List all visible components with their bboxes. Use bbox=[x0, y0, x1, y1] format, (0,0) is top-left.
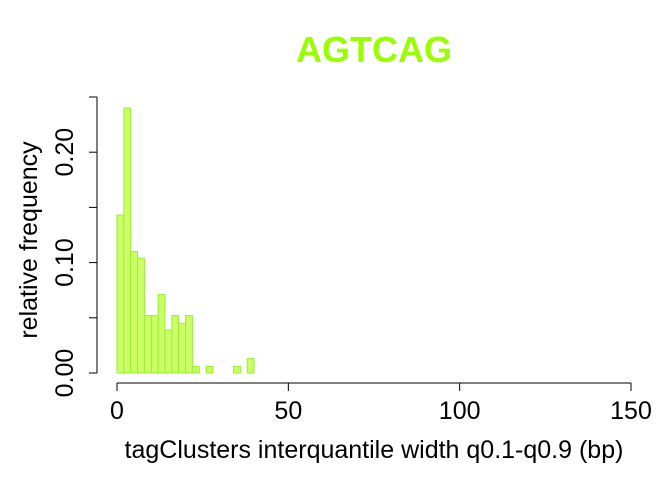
x-tick-label-2: 100 bbox=[439, 397, 481, 425]
x-tick-label-3: 150 bbox=[610, 397, 652, 425]
x-axis: 0 50 100 150 bbox=[110, 382, 652, 425]
histogram-bar-8 bbox=[171, 315, 180, 374]
histogram-bar-9 bbox=[178, 322, 187, 374]
histogram-bar-17 bbox=[233, 365, 241, 374]
histogram-bars bbox=[116, 107, 255, 374]
y-axis-label: relative frequency bbox=[15, 141, 43, 339]
y-tick-label-0: 0.00 bbox=[51, 349, 79, 398]
histogram-bar-3 bbox=[137, 257, 145, 374]
histogram-bar-6 bbox=[157, 294, 166, 374]
histogram-bar-10 bbox=[185, 315, 193, 374]
x-axis-label: tagClusters interquantile width q0.1-q0.… bbox=[125, 436, 624, 464]
histogram-bar-5 bbox=[150, 315, 159, 374]
histogram-bar-4 bbox=[143, 315, 152, 374]
histogram-bar-11 bbox=[191, 365, 200, 374]
histogram-bar-7 bbox=[164, 329, 173, 374]
y-axis: 0.00 0.10 0.20 bbox=[51, 96, 98, 398]
histogram-bar-2 bbox=[130, 251, 139, 374]
histogram-bar-13 bbox=[205, 365, 214, 374]
y-tick-label-2: 0.10 bbox=[51, 238, 79, 287]
histogram-bar-19 bbox=[246, 358, 255, 374]
y-tick-label-4: 0.20 bbox=[51, 128, 79, 177]
histogram-bar-0 bbox=[116, 214, 125, 374]
chart-title: AGTCAG bbox=[296, 29, 452, 70]
x-tick-label-1: 50 bbox=[274, 397, 302, 425]
histogram-bar-1 bbox=[123, 107, 132, 374]
x-tick-label-0: 0 bbox=[110, 397, 124, 425]
